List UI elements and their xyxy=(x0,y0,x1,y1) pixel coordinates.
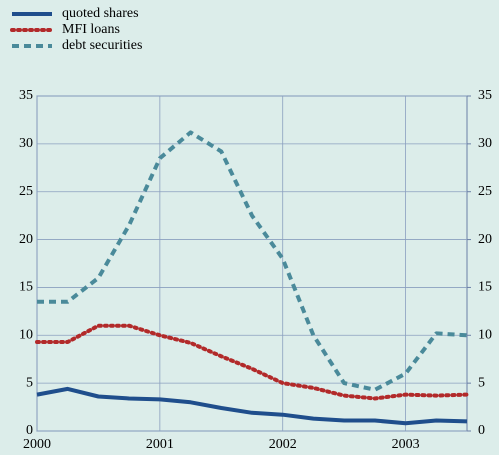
x-tick-label: 2000 xyxy=(23,437,51,452)
y2-tick-label: 0 xyxy=(478,423,485,438)
y-tick-label: 0 xyxy=(26,423,33,438)
x-tick-label: 2003 xyxy=(392,437,420,452)
y-tick-label: 20 xyxy=(19,232,33,247)
y2-tick-label: 5 xyxy=(478,375,485,390)
y-tick-label: 15 xyxy=(19,280,33,295)
legend-label: quoted shares xyxy=(62,6,139,21)
series-line xyxy=(35,323,469,401)
y-tick-label: 10 xyxy=(19,328,33,343)
plot-area xyxy=(36,95,468,432)
legend-label: debt securities xyxy=(62,38,142,53)
y2-tick-label: 35 xyxy=(478,88,492,103)
y2-tick-label: 30 xyxy=(478,136,492,151)
y2-tick-label: 15 xyxy=(478,280,492,295)
y2-tick-label: 25 xyxy=(478,184,492,199)
x-tick-label: 2002 xyxy=(269,437,297,452)
series-line xyxy=(36,386,468,426)
y-tick-label: 35 xyxy=(19,88,33,103)
y-tick-label: 5 xyxy=(26,375,33,390)
series-line xyxy=(37,130,468,392)
y2-tick-label: 20 xyxy=(478,232,492,247)
x-tick-label: 2001 xyxy=(146,437,174,452)
legend-label: MFI loans xyxy=(62,22,120,37)
y2-tick-label: 10 xyxy=(478,328,492,343)
y-tick-label: 30 xyxy=(19,136,33,151)
y-tick-label: 25 xyxy=(19,184,33,199)
